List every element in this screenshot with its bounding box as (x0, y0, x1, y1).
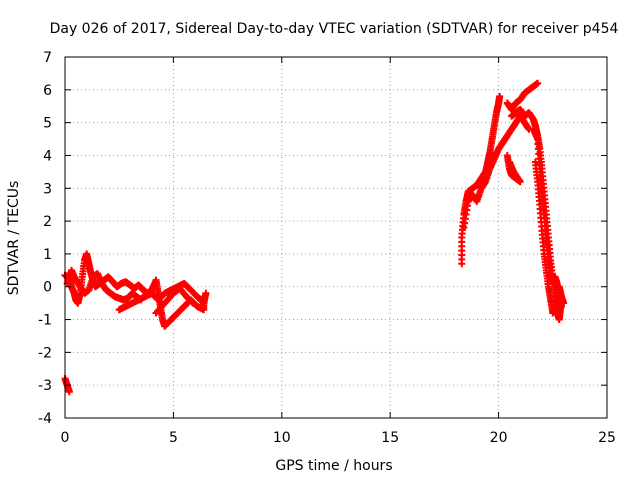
x-tick-label: 20 (490, 430, 508, 446)
y-tick-label: -2 (38, 345, 52, 361)
data-point (65, 388, 73, 396)
chart-title: Day 026 of 2017, Sidereal Day-to-day VTE… (50, 21, 619, 37)
data-point (188, 298, 196, 306)
data-point (560, 299, 568, 307)
axis-ticks: 0 5 10 15 20 25 -4 -3 -2 -1 0 1 2 3 4 5 6 7 (38, 50, 616, 446)
x-tick-label: 0 (61, 430, 70, 446)
x-tick-label: 15 (381, 430, 399, 446)
y-tick-label: 3 (43, 181, 52, 197)
y-axis-label: SDTVAR / TECUs (6, 181, 22, 296)
data-point (189, 299, 197, 307)
y-tick-label: -3 (38, 378, 52, 394)
data-point (496, 92, 504, 100)
y-tick-label: 1 (43, 247, 52, 263)
plot-frame (64, 56, 608, 419)
x-tick-label: 10 (273, 430, 291, 446)
y-tick-label: 5 (43, 116, 52, 132)
y-tick-label: -1 (38, 313, 52, 329)
x-tick-label: 25 (598, 430, 616, 446)
data-point (200, 293, 208, 301)
data-points (61, 79, 568, 396)
x-axis-label: GPS time / hours (275, 458, 392, 474)
y-tick-label: 4 (43, 148, 52, 164)
y-tick-label: 6 (43, 83, 52, 99)
data-point (505, 158, 513, 166)
y-tick-label: 0 (43, 280, 52, 296)
y-tick-label: -4 (38, 411, 52, 427)
data-point (534, 79, 542, 87)
x-tick-label: 5 (169, 430, 178, 446)
y-tick-label: 7 (43, 50, 52, 66)
y-tick-label: 2 (43, 214, 52, 230)
